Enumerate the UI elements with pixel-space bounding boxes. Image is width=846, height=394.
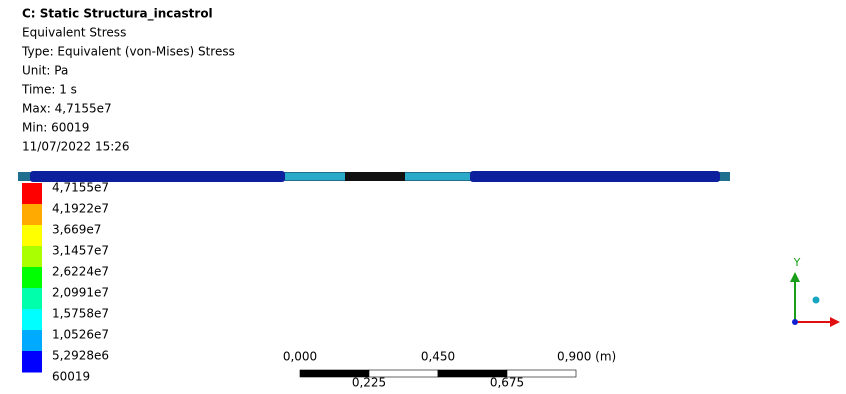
beam [18,171,730,182]
legend-label: 4,7155e7 [52,181,109,195]
info-line: Unit: Pa [22,64,68,78]
legend-band [22,225,42,247]
beam-segment [30,171,285,182]
scale-label: 0,225 [352,376,386,390]
legend-band [22,309,42,331]
y-label: Y [793,256,801,269]
scale-label: 0,000 [283,350,317,364]
beam-segment [470,171,720,182]
page: C: Static Structura_incastrol Y Equivale… [0,0,846,390]
triad: Y [790,256,840,327]
legend-band [22,288,42,310]
scale-label: 0,450 [421,350,455,364]
info-line: Type: Equivalent (von-Mises) Stress [21,45,235,59]
legend-label: 4,1922e7 [52,202,109,216]
info-line: Equivalent Stress [22,26,126,40]
legend-label: 2,0991e7 [52,286,109,300]
legend-band [22,204,42,226]
info-line: 11/07/2022 15:26 [22,140,130,154]
beam-segment [345,172,405,181]
legend-label: 3,1457e7 [52,244,109,258]
legend-band [22,183,42,205]
beam-segment [405,173,470,180]
info-line: Time: 1 s [21,83,77,97]
scale-label: 0,675 [490,376,524,390]
z-axis [792,319,798,325]
legend-band [22,330,42,352]
x-arrow [830,317,840,327]
info-line: Max: 4,7155e7 [22,102,112,116]
legend-band [22,351,42,373]
legend-label: 1,0526e7 [52,328,109,342]
y-arrow [790,272,800,282]
info-line: Min: 60019 [22,121,89,135]
legend-label: 3,669e7 [52,223,101,237]
legend-band [22,267,42,289]
beam-segment [285,173,345,180]
legend-band [22,246,42,268]
viewport: C: Static Structura_incastrol Y Equivale… [0,0,846,390]
legend-label: 5,2928e6 [52,349,109,363]
scale-label: 0,900 (m) [557,350,616,364]
legend-label: 1,5758e7 [52,307,109,321]
legend-label: 2,6224e7 [52,265,109,279]
title: C: Static Structura_incastrol [22,7,213,22]
sphere [813,297,820,304]
legend-label: 60019 [52,370,90,384]
